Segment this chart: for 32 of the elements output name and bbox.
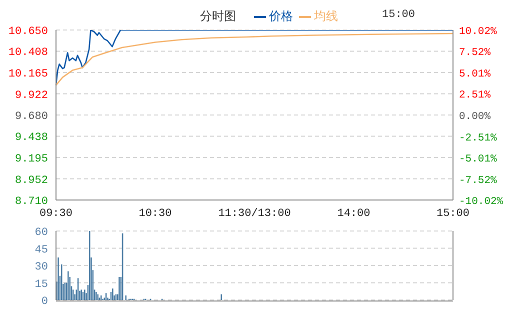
text: 15:00	[382, 9, 416, 21]
y2-tick-label: -5.01%	[459, 154, 498, 166]
y-tick-label: 9.922	[14, 90, 48, 102]
y2-tick-label: 0.00%	[459, 111, 492, 123]
y-tick-label: 9.680	[14, 111, 48, 123]
y-tick-label: 0	[41, 296, 48, 308]
x-tick-label: 11:30/13:00	[218, 208, 291, 220]
chart-title: 分时图	[200, 8, 236, 25]
y2-tick-label: 10.02%	[459, 26, 498, 38]
y-tick-label: 10.650	[8, 26, 48, 38]
y2-tick-label: -2.51%	[459, 132, 498, 144]
y2-tick-label: -10.02%	[459, 196, 504, 208]
y-tick-label: 9.438	[14, 132, 48, 144]
y-tick-label: 8.952	[14, 174, 48, 187]
x-tick-label: 15:00	[436, 208, 470, 220]
y-tick-label: 60	[34, 227, 48, 239]
x-tick-label: 09:30	[39, 208, 73, 220]
y-tick-label: 15	[34, 278, 48, 291]
y-tick-label: 8.710	[14, 196, 48, 208]
y2-tick-label: 2.51%	[459, 90, 492, 102]
y-tick-label: 10.408	[8, 47, 48, 60]
y-tick-label: 30	[34, 262, 48, 274]
legend-label: 价格	[268, 8, 293, 25]
y2-tick-label: 5.01%	[459, 68, 492, 80]
y-tick-label: 10.165	[8, 68, 48, 80]
y-tick-label: 45	[34, 244, 48, 256]
y-tick-label: 9.195	[14, 154, 48, 166]
x-tick-label: 10:30	[138, 208, 172, 220]
x-tick-label: 14:00	[337, 208, 370, 220]
y2-tick-label: 7.52%	[459, 47, 492, 60]
y2-tick-label: -7.52%	[459, 174, 498, 187]
legend-label: 均线	[313, 8, 338, 25]
